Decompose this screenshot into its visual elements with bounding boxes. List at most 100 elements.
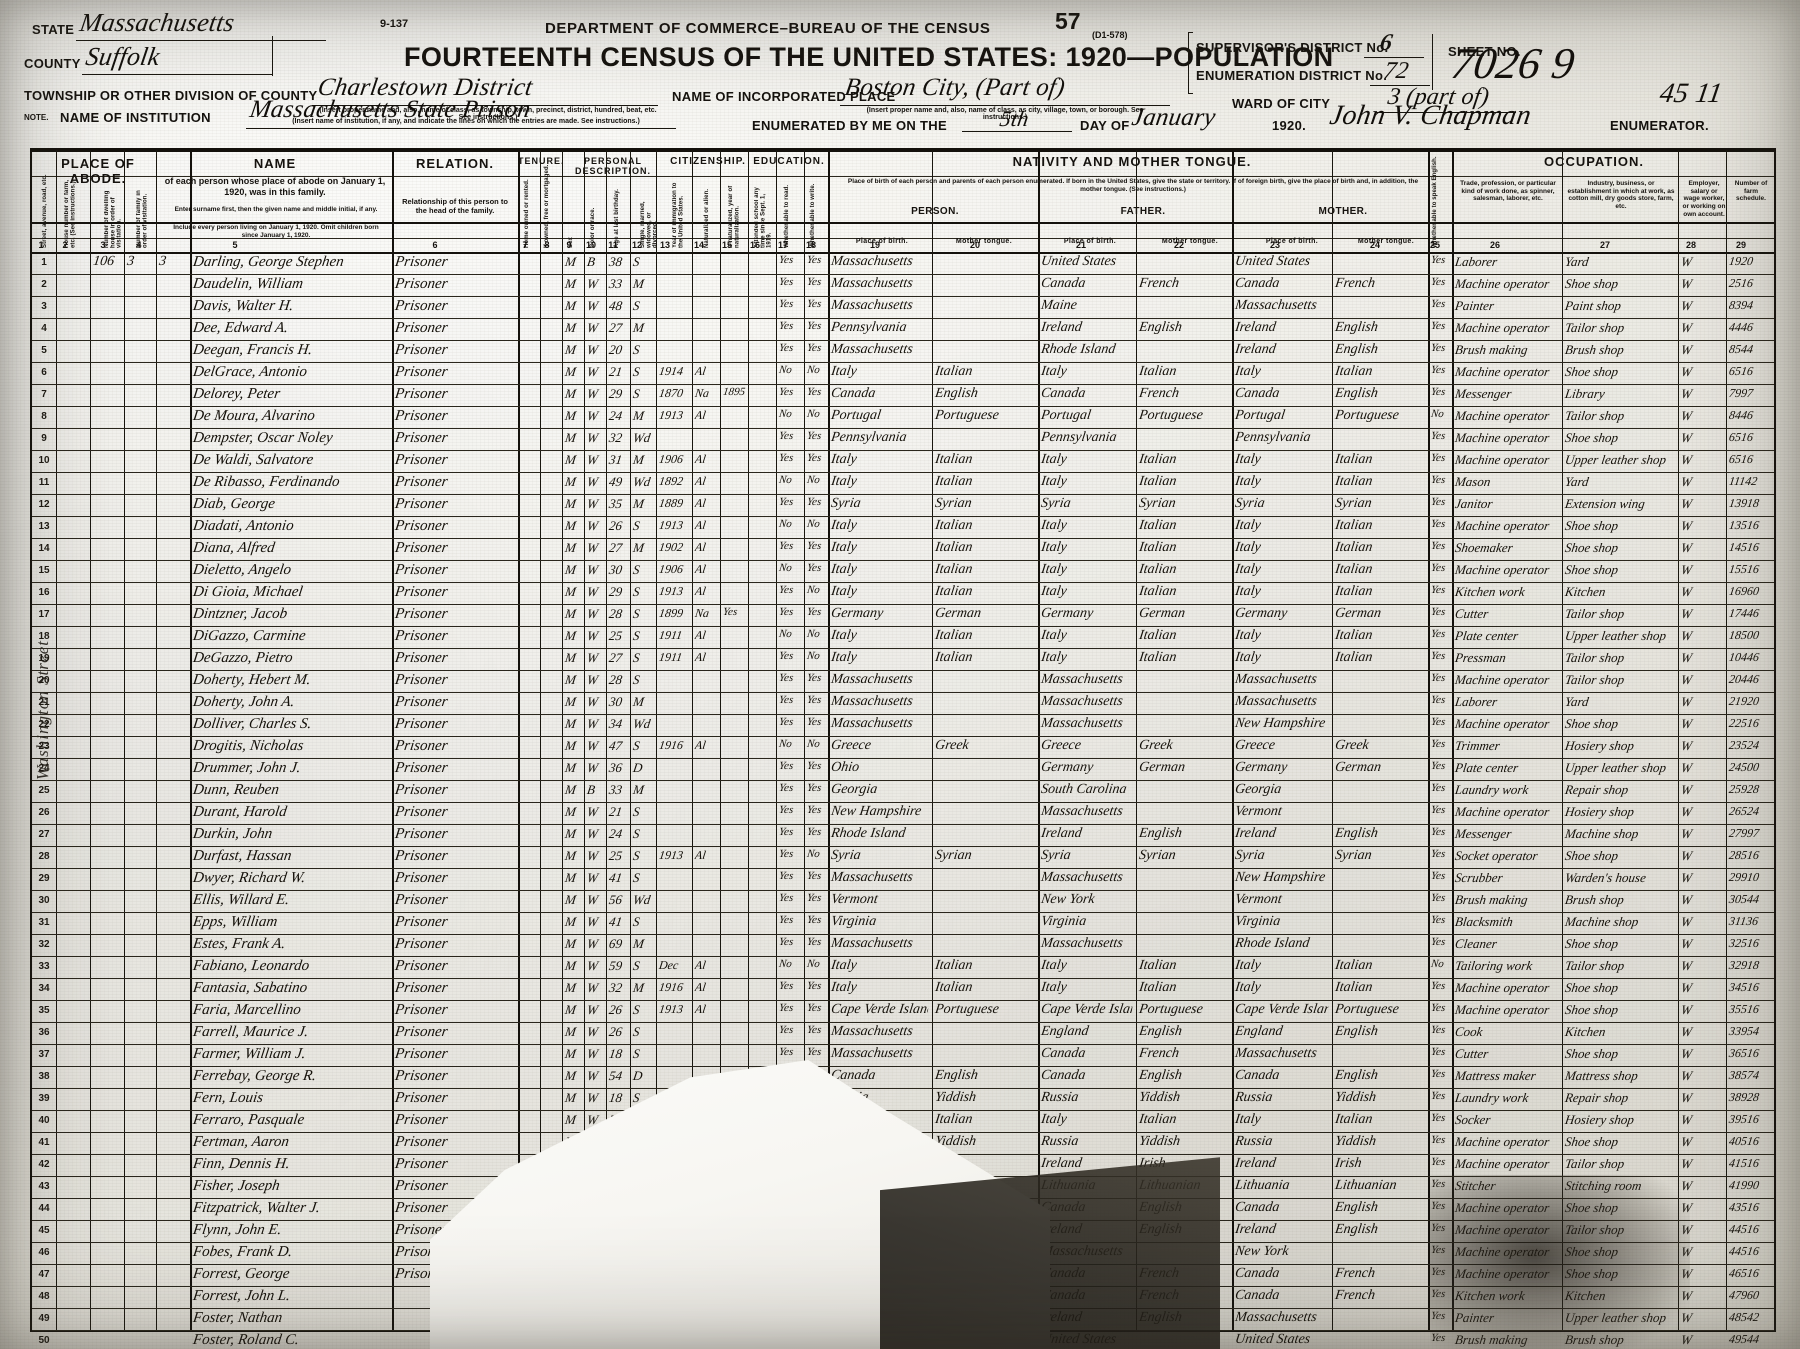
- county-value: Suffolk: [83, 42, 163, 71]
- cell-speak-english: Yes: [1430, 518, 1447, 530]
- cell-age: 38: [608, 254, 624, 269]
- cell-birthplace-mother: Ireland: [1234, 320, 1277, 335]
- cell-employment-class: W: [1680, 430, 1693, 445]
- group-name: NAME: [253, 156, 297, 171]
- cell-speak-english: Yes: [1430, 870, 1447, 882]
- cell-occupation-trade: Scrubber: [1454, 870, 1504, 885]
- cell-occupation-trade: Machine operator: [1454, 562, 1551, 577]
- cell-age: 56: [608, 892, 624, 907]
- cell-year-immigration: 1906: [658, 452, 685, 466]
- row-divider: [32, 604, 1774, 605]
- cell-speak-english: Yes: [1430, 540, 1447, 552]
- cell-mothertongue-mother: English: [1334, 1222, 1379, 1237]
- cell-birthplace-father: Portugal: [1040, 408, 1092, 423]
- cell-birthplace-person: Georgia: [830, 782, 879, 797]
- enumerated-day: 5th: [998, 106, 1031, 131]
- cell-birthplace-mother: Italy: [1234, 562, 1262, 577]
- cell-employment-class: W: [1680, 540, 1693, 555]
- cell-sex: M: [564, 254, 577, 269]
- cell-able-write: Yes: [806, 914, 823, 926]
- cell-occupation-industry: Kitchen: [1564, 584, 1607, 599]
- column-number: 4: [136, 240, 142, 250]
- cell-sex: M: [564, 1024, 577, 1039]
- cell-farm-schedule: 34516: [1728, 980, 1761, 994]
- nativity-mother-head: MOTHER.: [1318, 206, 1368, 217]
- cell-birthplace-mother: Canada: [1234, 276, 1281, 291]
- column-number: 22: [1173, 240, 1184, 250]
- cell-relation: Prisoner: [393, 606, 449, 622]
- cell-marital-status: S: [632, 650, 641, 665]
- cell-employment-class: W: [1680, 1068, 1693, 1083]
- cell-able-write: Yes: [806, 496, 823, 508]
- cell-name: Deegan, Francis H.: [191, 342, 314, 358]
- cell-sex: M: [564, 694, 577, 709]
- cell-farm-schedule: 4446: [1728, 320, 1755, 334]
- cell-occupation-industry: Hosiery shop: [1564, 804, 1636, 819]
- cell-birthplace-person: Massachusetts: [830, 694, 914, 709]
- cell-able-read: Yes: [778, 694, 795, 706]
- cell-mothertongue-mother: English: [1334, 1024, 1379, 1039]
- cell-birthplace-father: Germany: [1040, 760, 1095, 775]
- cell-birthplace-mother: Italy: [1234, 474, 1262, 489]
- cell-employment-class: W: [1680, 1024, 1693, 1039]
- cell-mothertongue-mother: Lithuanian: [1334, 1178, 1398, 1193]
- cell-employment-class: W: [1680, 650, 1693, 665]
- cell-relation: Prisoner: [393, 518, 449, 534]
- cell-relation: Prisoner: [393, 738, 449, 754]
- cell-birthplace-father: Canada: [1040, 386, 1087, 401]
- cell-name: Epps, William: [191, 914, 279, 930]
- cell-able-write: Yes: [806, 1002, 823, 1014]
- cell-employment-class: W: [1680, 1046, 1693, 1061]
- cell-name: Ellis, Willard E.: [191, 892, 291, 908]
- cell-age: 27: [608, 320, 624, 335]
- cell-occupation-trade: Tailoring work: [1454, 958, 1534, 973]
- cell-name: DiGazzo, Carmine: [191, 628, 307, 644]
- cell-employment-class: W: [1680, 276, 1693, 291]
- cell-marital-status: M: [632, 496, 645, 511]
- cell-speak-english: Yes: [1430, 892, 1447, 904]
- row-divider: [32, 626, 1774, 627]
- cell-age: 32: [608, 980, 624, 995]
- cell-name: Diana, Alfred: [191, 540, 276, 556]
- row-number: 48: [38, 1291, 50, 1302]
- cell-able-write: Yes: [806, 980, 823, 992]
- cell-age: 69: [608, 936, 624, 951]
- cell-occupation-trade: Machine operator: [1454, 672, 1551, 687]
- cell-occupation-industry: Warden's house: [1564, 870, 1648, 885]
- cell-occupation-trade: Cook: [1454, 1024, 1484, 1039]
- row-number: 34: [38, 983, 50, 994]
- row-divider: [32, 1066, 1774, 1067]
- cell-speak-english: Yes: [1430, 760, 1447, 772]
- cell-occupation-industry: Hosiery shop: [1564, 738, 1636, 753]
- cell-birthplace-mother: Ireland: [1234, 826, 1277, 841]
- cell-mothertongue-mother: Italian: [1334, 562, 1374, 577]
- cell-sex: M: [564, 738, 577, 753]
- cell-sex: M: [564, 540, 577, 555]
- cell-name: De Ribasso, Ferdinando: [191, 474, 341, 490]
- row-divider: [32, 516, 1774, 517]
- cell-birthplace-person: Massachusetts: [830, 936, 914, 951]
- group-education: EDUCATION.: [753, 156, 825, 167]
- cell-age: 25: [608, 848, 624, 863]
- cell-speak-english: Yes: [1430, 1068, 1447, 1080]
- cell-occupation-trade: Machine operator: [1454, 1134, 1551, 1149]
- row-number: 7: [41, 389, 47, 400]
- row-divider: [32, 824, 1774, 825]
- cell-able-write: Yes: [806, 1024, 823, 1036]
- vcol-home-owned: Home owned or rented.: [524, 179, 530, 248]
- cell-marital-status: S: [632, 562, 641, 577]
- cell-naturalized: Na: [694, 386, 711, 400]
- cell-employment-class: W: [1680, 716, 1693, 731]
- cell-birthplace-father: Canada: [1040, 1068, 1087, 1083]
- cell-sex: M: [564, 474, 577, 489]
- cell-race: W: [586, 760, 599, 775]
- cell-able-read: Yes: [778, 848, 795, 860]
- cell-sex: M: [564, 562, 577, 577]
- row-divider: [32, 648, 1774, 649]
- cell-able-write: Yes: [806, 342, 823, 354]
- cell-year-immigration: 1913: [658, 848, 685, 862]
- cell-birthplace-person: Greece: [830, 738, 873, 753]
- cell-birthplace-father: South Carolina: [1040, 782, 1128, 797]
- cell-birthplace-father: New York: [1040, 892, 1096, 907]
- column-divider: [656, 150, 657, 1330]
